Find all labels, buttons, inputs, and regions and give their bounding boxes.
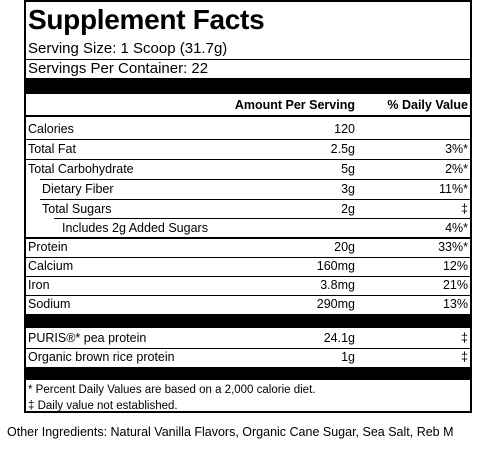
nutrient-amount: 2.5g	[330, 142, 355, 156]
nutrient-name: Sodium	[28, 297, 71, 311]
protein-row-brown-rice: Organic brown rice protein 1g ‡	[26, 348, 470, 367]
protein-row-pea: PURIS®* pea protein 24.1g ‡	[26, 329, 470, 348]
nutrient-dv: 2%*	[445, 162, 468, 176]
nutrient-row-dietary-fiber: Dietary Fiber 3g 11%*	[26, 180, 470, 199]
nutrient-dv: 3%*	[445, 142, 468, 156]
protein-name: Organic brown rice protein	[28, 350, 175, 364]
nutrient-name: Total Fat	[28, 142, 76, 156]
nutrient-amount: 3.8mg	[320, 278, 355, 292]
nutrient-dv: 11%*	[439, 182, 468, 196]
nutrient-name: Total Sugars	[42, 202, 112, 216]
protein-amount: 1g	[341, 350, 355, 364]
nutrient-amount: 290mg	[316, 297, 355, 311]
nutrient-row-calories: Calories 120	[26, 120, 470, 139]
daily-value-header: % Daily Value	[387, 98, 468, 112]
nutrient-row-iron: Iron 3.8mg 21%	[26, 276, 470, 295]
servings-per-container: Servings Per Container: 22	[28, 60, 209, 77]
nutrient-dv: 4%*	[445, 221, 468, 235]
protein-dv: ‡	[461, 331, 468, 345]
panel-title: Supplement Facts	[28, 4, 265, 35]
protein-dv: ‡	[461, 350, 468, 364]
nutrient-amount: 160mg	[316, 259, 355, 273]
nutrient-name: Calcium	[28, 259, 74, 273]
protein-name: PURIS®* pea protein	[28, 331, 147, 345]
nutrient-dv: 12%	[442, 259, 468, 273]
nutrient-amount: 3g	[341, 182, 355, 196]
nutrient-row-protein: Protein 20g 33%*	[26, 238, 470, 257]
header-divider	[26, 115, 470, 117]
divider	[26, 59, 470, 60]
protein-amount: 24.1g	[323, 331, 355, 345]
nutrient-name: Total Carbohydrate	[28, 162, 134, 176]
footnote-not-established: ‡ Daily value not established.	[28, 400, 178, 412]
nutrient-dv: 13%	[442, 297, 468, 311]
nutrient-name: Includes 2g Added Sugars	[62, 221, 208, 235]
thick-divider-middle	[26, 314, 470, 328]
supplement-facts-panel: Supplement Facts Serving Size: 1 Scoop (…	[24, 0, 472, 413]
nutrient-row-total-carbohydrate: Total Carbohydrate 5g 2%*	[26, 160, 470, 179]
thick-divider-bottom	[26, 367, 470, 380]
serving-size: Serving Size: 1 Scoop (31.7g)	[28, 40, 228, 57]
footnote-daily-values: * Percent Daily Values are based on a 2,…	[28, 384, 316, 396]
nutrient-row-added-sugars: Includes 2g Added Sugars 4%*	[26, 219, 470, 238]
nutrient-amount: 20g	[334, 240, 355, 254]
nutrient-name: Dietary Fiber	[42, 182, 114, 196]
nutrient-row-total-fat: Total Fat 2.5g 3%*	[26, 140, 470, 159]
nutrient-row-total-sugars: Total Sugars 2g ‡	[26, 200, 470, 219]
nutrient-row-calcium: Calcium 160mg 12%	[26, 257, 470, 276]
nutrient-amount: 5g	[341, 162, 355, 176]
nutrient-amount: 120	[334, 122, 355, 136]
nutrient-name: Calories	[28, 122, 74, 136]
nutrient-dv: 33%*	[438, 240, 468, 254]
nutrient-name: Protein	[28, 240, 68, 254]
nutrient-dv: ‡	[461, 202, 468, 216]
thick-divider-top	[26, 78, 470, 94]
amount-header: Amount Per Serving	[234, 98, 355, 112]
nutrient-name: Iron	[28, 278, 50, 292]
nutrient-dv: 21%	[442, 278, 468, 292]
nutrient-row-sodium: Sodium 290mg 13%	[26, 295, 470, 314]
other-ingredients: Other Ingredients: Natural Vanilla Flavo…	[7, 425, 454, 439]
nutrient-amount: 2g	[341, 202, 355, 216]
